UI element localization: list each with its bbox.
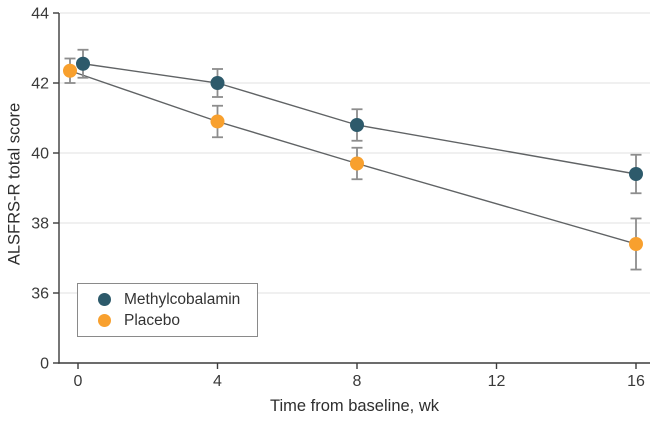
y-tick-label: 0 <box>40 356 49 373</box>
y-tick-label: 36 <box>31 286 49 303</box>
y-axis-title-text: ALSFRS-R total score <box>5 102 24 266</box>
x-tick-label: 4 <box>213 373 222 390</box>
data-point-methylcobalamin-wk8 <box>350 118 364 132</box>
legend-label-placebo: Placebo <box>124 312 181 329</box>
x-tick-label: 16 <box>627 373 645 390</box>
data-point-placebo-wk0 <box>63 63 77 78</box>
x-tick-label: 0 <box>74 373 83 390</box>
data-point-placebo-wk8 <box>350 156 364 171</box>
y-tick-label: 38 <box>31 216 49 233</box>
placebo-marker-icon <box>98 314 111 328</box>
y-tick-label: 44 <box>31 6 49 23</box>
legend-item-methylcobalamin: Methylcobalamin <box>98 290 257 308</box>
x-tick-label: 8 <box>353 373 362 390</box>
legend-item-placebo: Placebo <box>98 313 257 329</box>
data-point-placebo-wk16 <box>629 237 643 251</box>
series-line-placebo <box>69 70 637 245</box>
y-tick-label: 42 <box>31 76 49 93</box>
methylcobalamin-marker-icon <box>98 292 111 306</box>
data-point-placebo-wk4 <box>210 114 225 129</box>
legend: Methylcobalamin Placebo <box>77 283 258 337</box>
legend-label-methylcobalamin: Methylcobalamin <box>124 290 241 308</box>
series-line-methylcobalamin <box>82 63 637 175</box>
data-point-methylcobalamin-wk0 <box>76 56 90 71</box>
data-point-methylcobalamin-wk16 <box>629 167 643 181</box>
x-axis-title: Time from baseline, wk <box>269 397 440 415</box>
x-tick-label: 12 <box>488 373 506 390</box>
y-tick-label: 40 <box>31 146 49 163</box>
data-point-methylcobalamin-wk4 <box>210 76 225 90</box>
